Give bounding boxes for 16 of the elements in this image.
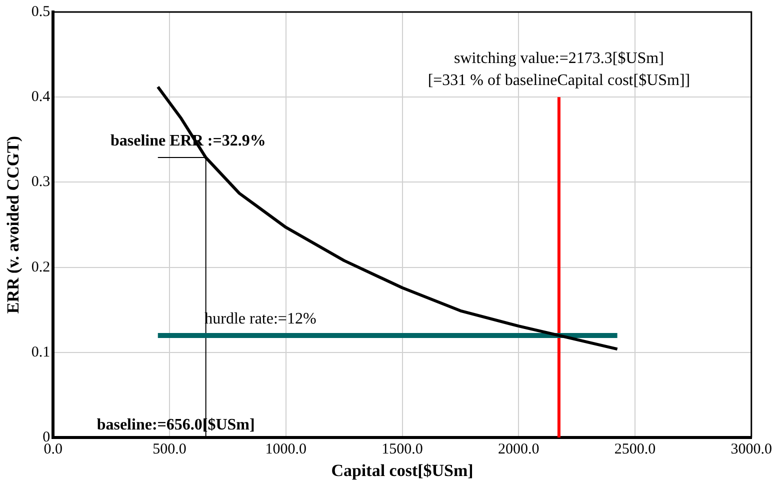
y-axis-title: ERR (v. avoided CCGT) bbox=[4, 136, 23, 314]
x-tick-label: 2000.0 bbox=[498, 442, 540, 458]
x-tick-label: 3000.0 bbox=[730, 442, 772, 458]
x-tick-label: 2500.0 bbox=[614, 442, 656, 458]
x-tick-label: 500.0 bbox=[152, 442, 186, 458]
y-tick-label: 0.1 bbox=[31, 344, 50, 360]
y-tick-label: 0.4 bbox=[31, 89, 51, 106]
annotation: [=331 % of baselineCapital cost[$USm]] bbox=[428, 72, 690, 90]
x-tick-label: 1000.0 bbox=[265, 442, 307, 458]
y-tick-label: 0.5 bbox=[31, 4, 50, 20]
x-tick-label: 0.0 bbox=[44, 442, 63, 458]
x-axis-title: Capital cost[$USm] bbox=[331, 461, 474, 480]
y-tick-label: 0.2 bbox=[31, 259, 50, 276]
annotation: switching value:=2173.3[$USm] bbox=[454, 50, 664, 68]
y-tick-label: 0.3 bbox=[31, 174, 50, 190]
x-tick-label: 1500.0 bbox=[382, 442, 423, 458]
